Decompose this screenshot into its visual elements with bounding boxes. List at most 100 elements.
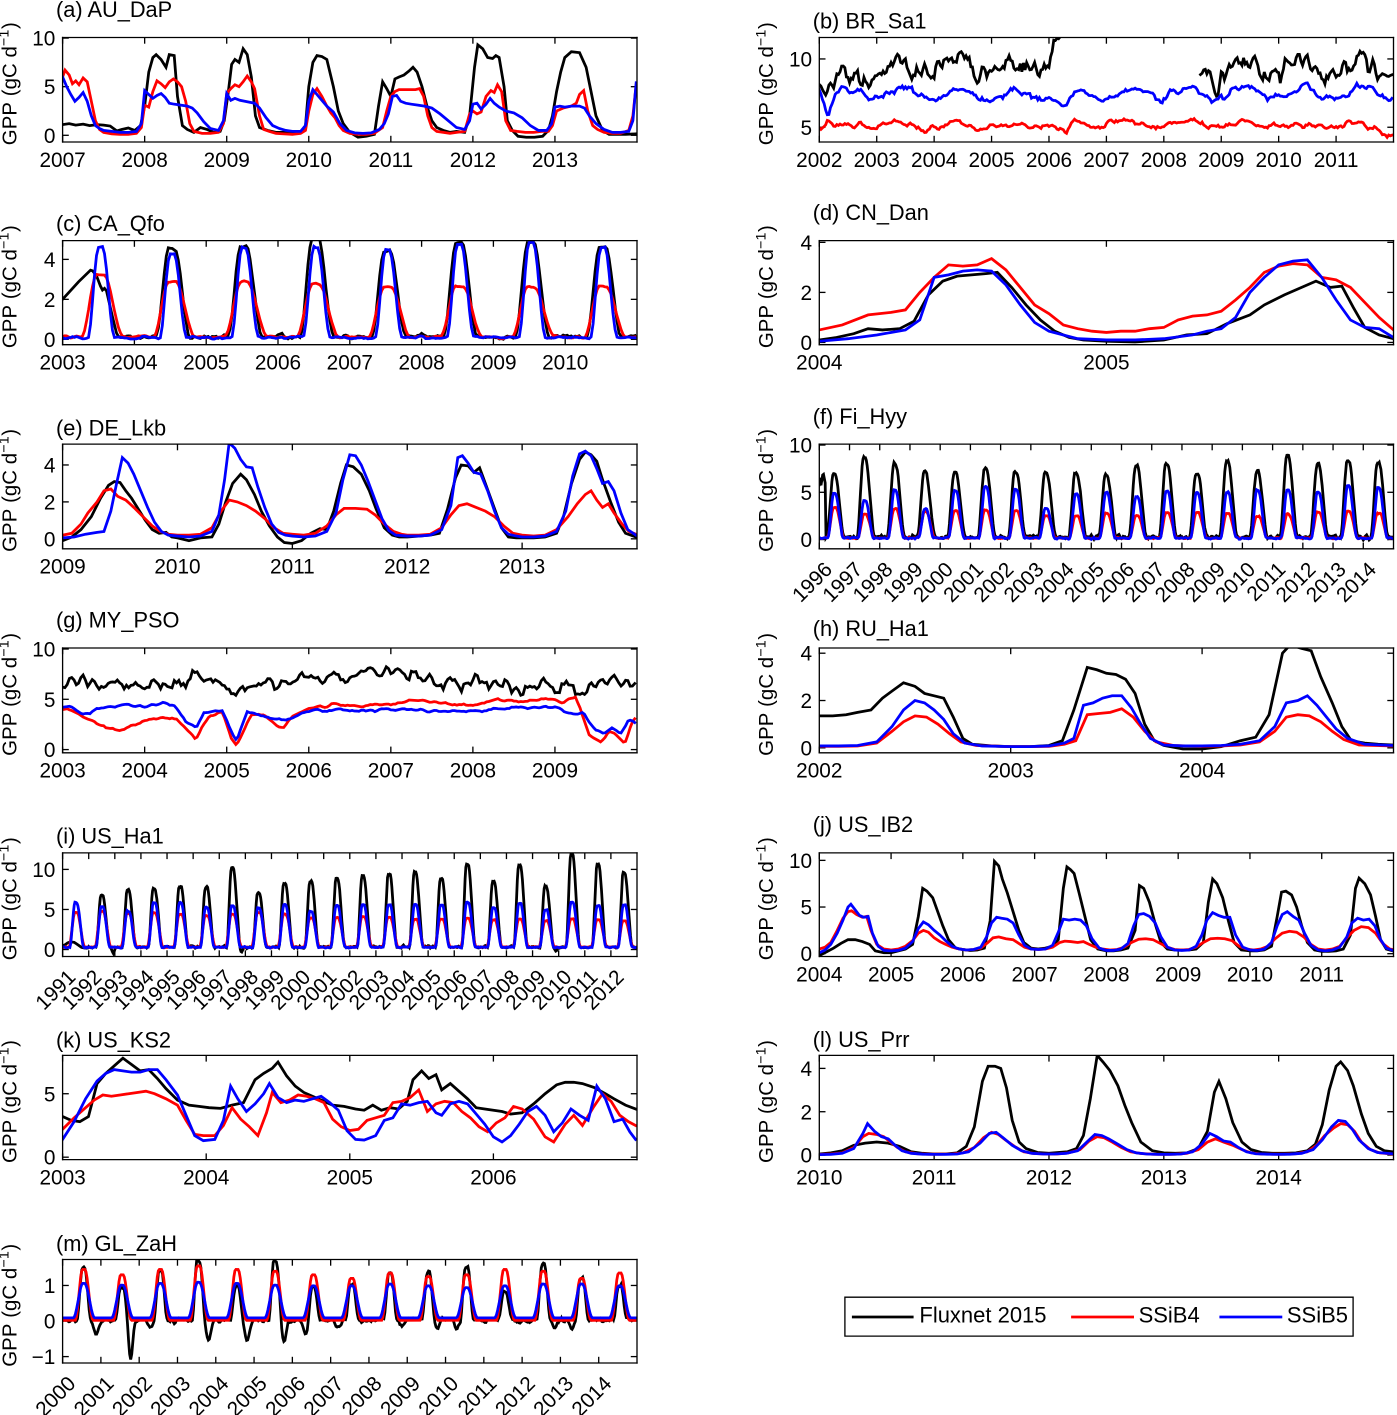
svg-text:2011: 2011 <box>1299 963 1344 986</box>
svg-text:0: 0 <box>801 332 813 355</box>
svg-text:2006: 2006 <box>940 963 986 986</box>
svg-text:0: 0 <box>44 939 56 962</box>
svg-text:(f) Fi_Hyy: (f) Fi_Hyy <box>813 404 907 429</box>
svg-text:2005: 2005 <box>1083 351 1129 374</box>
svg-text:2009: 2009 <box>532 760 578 783</box>
svg-text:2: 2 <box>801 282 813 305</box>
svg-text:2008: 2008 <box>1141 149 1187 172</box>
svg-text:0: 0 <box>801 1145 813 1168</box>
svg-text:2011: 2011 <box>912 1166 957 1189</box>
svg-text:4: 4 <box>44 455 56 478</box>
svg-text:10: 10 <box>789 48 812 71</box>
svg-text:2009: 2009 <box>204 149 250 172</box>
svg-text:5: 5 <box>44 689 56 712</box>
svg-text:2009: 2009 <box>1198 149 1244 172</box>
svg-text:1: 1 <box>44 1275 56 1298</box>
svg-text:(l) US_Prr: (l) US_Prr <box>813 1027 910 1052</box>
svg-text:10: 10 <box>32 28 55 51</box>
svg-text:(g) MY_PSO: (g) MY_PSO <box>56 608 179 633</box>
svg-text:2007: 2007 <box>327 351 373 374</box>
svg-text:4: 4 <box>801 643 813 666</box>
svg-text:G P P: G P P ( g C d ) − 1 <box>0 1034 21 1163</box>
svg-text:2009: 2009 <box>470 351 516 374</box>
svg-text:2004: 2004 <box>111 351 157 374</box>
svg-text:2011: 2011 <box>1314 149 1359 172</box>
svg-text:(a) AU_DaP: (a) AU_DaP <box>56 0 172 22</box>
svg-text:2011: 2011 <box>270 556 315 579</box>
svg-text:2005: 2005 <box>183 351 229 374</box>
svg-text:5: 5 <box>801 897 813 920</box>
svg-text:0: 0 <box>801 943 813 966</box>
svg-text:4: 4 <box>44 249 56 272</box>
svg-text:2003: 2003 <box>854 149 900 172</box>
svg-text:2012: 2012 <box>384 556 430 579</box>
svg-text:2004: 2004 <box>796 351 842 374</box>
svg-text:G P P: G P P ( g C d ) − 1 <box>0 831 21 960</box>
svg-text:2008: 2008 <box>122 149 168 172</box>
svg-text:2010: 2010 <box>796 1166 842 1189</box>
svg-text:2010: 2010 <box>1256 149 1302 172</box>
svg-text:2009: 2009 <box>39 556 85 579</box>
svg-text:0: 0 <box>44 739 56 762</box>
svg-text:5: 5 <box>801 482 813 505</box>
svg-text:2010: 2010 <box>542 351 588 374</box>
svg-text:0: 0 <box>801 529 813 552</box>
svg-text:(d) CN_Dan: (d) CN_Dan <box>813 200 929 225</box>
svg-text:2009: 2009 <box>1155 963 1201 986</box>
svg-text:2012: 2012 <box>450 149 496 172</box>
svg-text:2005: 2005 <box>204 760 250 783</box>
svg-text:2002: 2002 <box>796 760 842 783</box>
svg-text:2003: 2003 <box>39 760 85 783</box>
svg-text:2007: 2007 <box>39 149 85 172</box>
svg-text:2007: 2007 <box>1012 963 1058 986</box>
svg-text:2: 2 <box>801 690 813 713</box>
svg-text:G P P: G P P ( g C d ) − 1 <box>0 219 21 348</box>
svg-text:2014: 2014 <box>1256 1166 1302 1189</box>
svg-text:2005: 2005 <box>327 1166 373 1189</box>
svg-text:0: 0 <box>44 1147 56 1170</box>
svg-text:(i) US_Ha1: (i) US_Ha1 <box>56 824 164 849</box>
svg-text:0: 0 <box>44 528 56 551</box>
svg-text:2003: 2003 <box>988 760 1034 783</box>
svg-text:0: 0 <box>44 1311 56 1334</box>
svg-text:−1: −1 <box>32 1346 56 1369</box>
svg-text:2013: 2013 <box>532 149 578 172</box>
svg-text:G P P: G P P ( g C d ) − 1 <box>0 1238 21 1367</box>
svg-text:Fluxnet 2015: Fluxnet 2015 <box>919 1303 1046 1328</box>
svg-text:2006: 2006 <box>470 1166 516 1189</box>
svg-text:(c) CA_Qfo: (c) CA_Qfo <box>56 211 165 236</box>
svg-text:2011: 2011 <box>368 149 413 172</box>
svg-text:2004: 2004 <box>1179 760 1225 783</box>
svg-text:2008: 2008 <box>1083 963 1129 986</box>
svg-text:2: 2 <box>44 491 56 514</box>
svg-text:4: 4 <box>801 232 813 255</box>
svg-text:2003: 2003 <box>39 351 85 374</box>
svg-text:(m) GL_ZaH: (m) GL_ZaH <box>56 1231 177 1256</box>
svg-text:(h) RU_Ha1: (h) RU_Ha1 <box>813 616 929 641</box>
svg-text:2006: 2006 <box>255 351 301 374</box>
svg-text:SSiB4: SSiB4 <box>1139 1303 1200 1328</box>
svg-text:2007: 2007 <box>368 760 414 783</box>
svg-text:4: 4 <box>801 1058 813 1081</box>
svg-text:SSiB5: SSiB5 <box>1287 1303 1348 1328</box>
svg-text:G P P: G P P ( g C d ) − 1 <box>0 423 21 552</box>
svg-text:10: 10 <box>32 639 55 662</box>
svg-text:G P P: G P P ( g C d ) − 1 <box>745 1034 778 1163</box>
svg-text:G P P: G P P ( g C d ) − 1 <box>745 219 778 348</box>
svg-text:2013: 2013 <box>1141 1166 1187 1189</box>
svg-text:5: 5 <box>44 899 56 922</box>
svg-text:2005: 2005 <box>868 963 914 986</box>
svg-text:G P P: G P P ( g C d ) − 1 <box>0 627 21 756</box>
svg-text:2004: 2004 <box>911 149 957 172</box>
svg-text:2006: 2006 <box>1026 149 1072 172</box>
svg-text:0: 0 <box>44 329 56 352</box>
svg-text:5: 5 <box>801 117 813 140</box>
svg-text:(e) DE_Lkb: (e) DE_Lkb <box>56 416 166 441</box>
svg-text:(k) US_KS2: (k) US_KS2 <box>56 1027 171 1052</box>
svg-text:2010: 2010 <box>1227 963 1273 986</box>
svg-text:G P P: G P P ( g C d ) − 1 <box>745 627 778 756</box>
svg-text:2008: 2008 <box>450 760 496 783</box>
svg-text:G P P: G P P ( g C d ) − 1 <box>745 423 778 552</box>
svg-text:10: 10 <box>789 850 812 873</box>
svg-text:2004: 2004 <box>122 760 168 783</box>
